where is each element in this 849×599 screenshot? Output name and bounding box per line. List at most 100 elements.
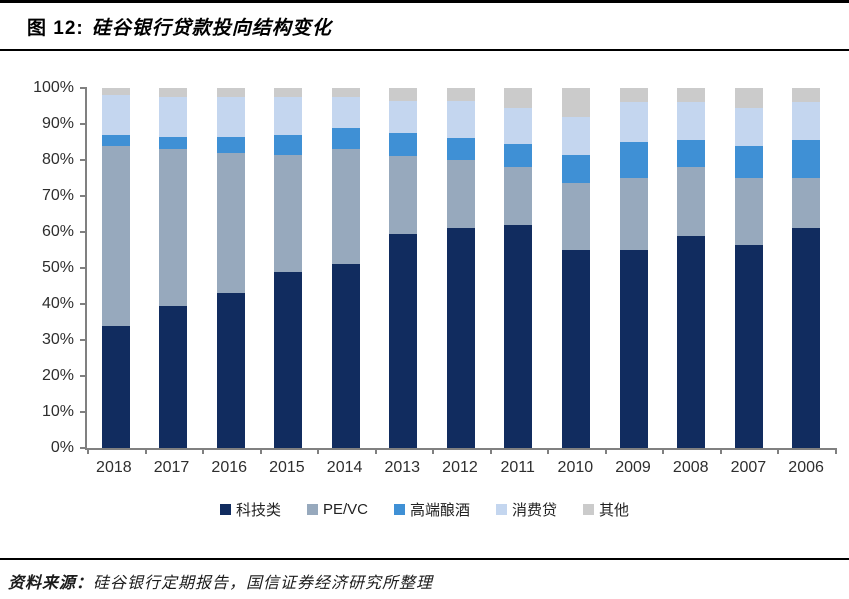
- y-tick-mark: [80, 195, 87, 197]
- segment-tech-2013: [389, 233, 418, 448]
- x-tick-mark: [317, 448, 320, 454]
- legend-swatch-icon: [219, 504, 231, 515]
- segment-tech-2010: [562, 250, 591, 448]
- legend-label: 科技类: [235, 502, 281, 519]
- segment-consumer-2014: [331, 97, 360, 128]
- segment-wine-2006: [792, 140, 821, 179]
- y-tick-mark: [80, 231, 87, 233]
- segment-pevc-2011: [504, 167, 533, 225]
- x-axis-label-2018: 2018: [96, 459, 132, 476]
- segment-tech-2016: [216, 293, 245, 448]
- figure-label: 图 12:: [27, 18, 84, 39]
- segment-other-2013: [389, 88, 418, 101]
- segment-pevc-2010: [562, 183, 591, 250]
- segment-wine-2011: [504, 143, 533, 168]
- bar-2014: [331, 88, 360, 448]
- bar-2016: [216, 88, 245, 448]
- segment-wine-2015: [274, 134, 303, 155]
- legend-swatch-icon: [583, 504, 595, 515]
- legend-label: 消费贷: [512, 502, 558, 519]
- bar-2013: [389, 88, 418, 448]
- segment-tech-2018: [101, 325, 130, 448]
- segment-other-2014: [331, 88, 360, 98]
- bar-slot-2015: [260, 88, 318, 448]
- bars-container: [87, 88, 835, 448]
- y-tick-mark: [80, 123, 87, 125]
- legend-item-consumer: 消费贷: [496, 499, 557, 520]
- segment-tech-2015: [274, 271, 303, 448]
- x-tick-mark: [835, 448, 837, 454]
- x-axis-label-2015: 2015: [269, 459, 305, 476]
- segment-wine-2008: [677, 140, 706, 168]
- bar-2012: [446, 88, 475, 448]
- x-tick-mark: [719, 448, 722, 454]
- segment-pevc-2015: [274, 154, 303, 272]
- legend-item-wine: 高端酿酒: [393, 499, 470, 520]
- segment-consumer-2018: [101, 95, 130, 135]
- segment-tech-2014: [331, 264, 360, 448]
- x-tick-mark: [432, 448, 435, 454]
- x-axis-label-2012: 2012: [442, 459, 478, 476]
- bar-2015: [274, 88, 303, 448]
- x-axis-label-2014: 2014: [326, 459, 363, 476]
- segment-other-2007: [734, 88, 763, 108]
- segment-wine-2014: [331, 127, 360, 150]
- segment-pevc-2007: [734, 178, 763, 245]
- segment-pevc-2006: [792, 178, 821, 229]
- segment-wine-2010: [562, 154, 591, 184]
- x-axis-label-2013: 2013: [384, 459, 421, 476]
- y-tick-mark: [80, 303, 87, 305]
- segment-wine-2012: [446, 138, 475, 161]
- bar-2017: [159, 88, 188, 448]
- x-axis-label-2006: 2006: [788, 459, 824, 476]
- stacked-bar-chart: 0% 10% 20% 30% 40% 50% 60% 70% 80% 90% 100% 2018 20…: [0, 51, 849, 520]
- x-axis-label-2008: 2008: [672, 459, 709, 476]
- bar-slot-2018: [87, 88, 145, 448]
- x-axis-labels: 2018 2017 2016 2015 2014 2013 2012 2011 2010 2009…: [85, 450, 835, 477]
- segment-wine-2018: [101, 134, 130, 146]
- segment-pevc-2013: [389, 156, 418, 234]
- segment-other-2009: [619, 88, 648, 103]
- segment-consumer-2013: [389, 100, 418, 134]
- y-tick-mark: [80, 375, 87, 377]
- segment-other-2015: [274, 88, 303, 98]
- y-tick-label: 30%: [41, 331, 74, 348]
- source-note: 资料来源：硅谷银行定期报告，国信证券经济研究所整理: [0, 558, 849, 593]
- segment-consumer-2007: [734, 107, 763, 146]
- bar-2008: [677, 88, 706, 448]
- bar-slot-2011: [490, 88, 548, 448]
- bar-slot-2012: [432, 88, 490, 448]
- legend-item-tech: 科技类: [219, 499, 281, 520]
- bar-slot-2016: [202, 88, 260, 448]
- segment-tech-2012: [446, 228, 475, 448]
- y-tick-label: 80%: [41, 151, 74, 168]
- bar-2018: [101, 88, 130, 448]
- segment-pevc-2012: [446, 160, 475, 229]
- y-tick-label: 100%: [33, 79, 74, 96]
- y-tick-mark: [80, 159, 87, 161]
- bar-slot-2013: [375, 88, 433, 448]
- segment-tech-2006: [792, 228, 821, 448]
- segment-tech-2009: [619, 250, 648, 448]
- y-tick-label: 70%: [41, 187, 74, 204]
- figure-header: 图 12: 硅谷银行贷款投向结构变化: [0, 0, 849, 51]
- legend-label: 其他: [599, 502, 630, 519]
- y-tick-label: 90%: [41, 115, 74, 132]
- y-tick-label: 20%: [41, 367, 74, 384]
- segment-consumer-2008: [677, 102, 706, 141]
- bar-slot-2009: [605, 88, 663, 448]
- segment-other-2018: [101, 88, 130, 96]
- segment-consumer-2006: [792, 102, 821, 141]
- x-axis-label-2011: 2011: [500, 459, 535, 476]
- legend-label: 高端酿酒: [409, 502, 470, 519]
- bar-slot-2010: [547, 88, 605, 448]
- bar-2009: [619, 88, 648, 448]
- segment-other-2008: [677, 88, 706, 103]
- x-axis-label-2007: 2007: [730, 459, 767, 476]
- y-tick-label: 40%: [41, 295, 74, 312]
- x-tick-mark: [604, 448, 607, 454]
- segment-consumer-2012: [446, 100, 475, 139]
- plot-area: 0% 10% 20% 30% 40% 50% 60% 70% 80% 90% 100%: [33, 79, 837, 456]
- legend-swatch-icon: [306, 504, 318, 515]
